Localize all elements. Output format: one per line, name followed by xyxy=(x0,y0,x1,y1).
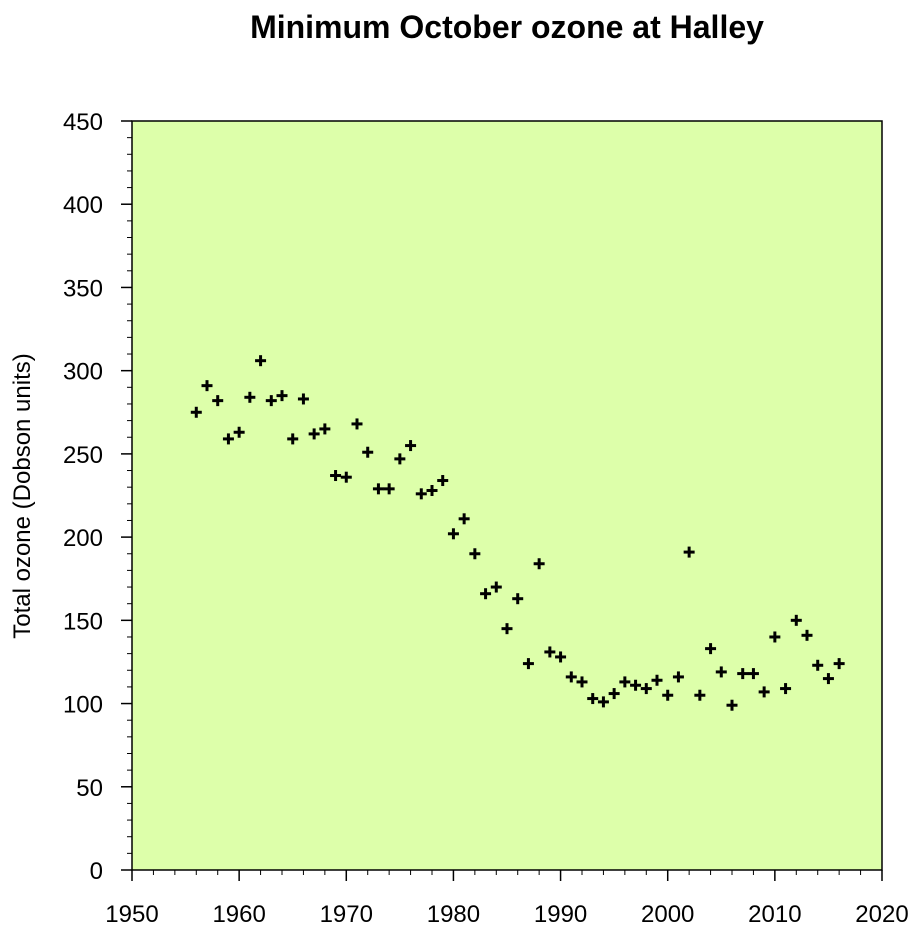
data-point xyxy=(565,671,577,683)
data-point xyxy=(715,666,727,678)
data-point xyxy=(555,651,567,663)
chart-title: Minimum October ozone at Halley xyxy=(250,9,764,45)
data-point xyxy=(705,643,717,655)
data-point xyxy=(233,426,245,438)
data-point xyxy=(458,513,470,525)
x-tick-label: 1970 xyxy=(320,901,373,928)
data-point xyxy=(244,391,256,403)
data-point xyxy=(190,406,202,418)
data-point xyxy=(737,668,749,680)
y-tick-label: 250 xyxy=(63,442,103,469)
data-point xyxy=(662,689,674,701)
axes: 0 50 100 150 200 250 300 350 400 450 1950 1960 1970 1… xyxy=(63,109,909,928)
data-points xyxy=(190,355,845,711)
data-point xyxy=(801,629,813,641)
data-point xyxy=(383,483,395,495)
data-point xyxy=(501,623,513,635)
data-point xyxy=(330,470,342,482)
y-tick-label: 150 xyxy=(63,608,103,635)
data-point xyxy=(544,646,556,658)
data-point xyxy=(747,668,759,680)
x-tick-label: 1980 xyxy=(427,901,480,928)
data-point xyxy=(533,558,545,570)
data-point xyxy=(394,453,406,465)
y-tick-label: 350 xyxy=(63,275,103,302)
x-tick-label: 2000 xyxy=(641,901,694,928)
data-point xyxy=(512,593,524,605)
y-tick-label: 200 xyxy=(63,525,103,552)
data-point xyxy=(608,688,620,700)
data-point xyxy=(683,546,695,558)
data-point xyxy=(812,659,824,671)
data-point xyxy=(522,658,534,670)
data-point xyxy=(694,689,706,701)
y-tick-label: 400 xyxy=(63,192,103,219)
y-axis-label: Total ozone (Dobson units) xyxy=(9,353,36,639)
data-point xyxy=(790,614,802,626)
data-point xyxy=(651,674,663,686)
data-point xyxy=(437,475,449,487)
data-point xyxy=(726,699,738,711)
data-point xyxy=(480,588,492,600)
x-tick-label: 2020 xyxy=(855,901,908,928)
data-point xyxy=(255,355,267,367)
x-tick-label: 1960 xyxy=(212,901,265,928)
data-point xyxy=(758,686,770,698)
data-point xyxy=(822,673,834,685)
x-tick-label: 1990 xyxy=(534,901,587,928)
data-point xyxy=(576,676,588,688)
y-tick-label: 100 xyxy=(63,692,103,719)
data-point xyxy=(469,548,481,560)
data-point xyxy=(222,433,234,445)
data-point xyxy=(362,446,374,458)
data-point xyxy=(490,581,502,593)
y-tick-label: 50 xyxy=(76,775,103,802)
data-point xyxy=(340,471,352,483)
data-point xyxy=(351,418,363,430)
data-point xyxy=(287,433,299,445)
data-point xyxy=(597,696,609,708)
data-point xyxy=(405,440,417,452)
y-tick-label: 450 xyxy=(63,109,103,136)
data-point xyxy=(630,679,642,691)
data-point xyxy=(319,423,331,435)
x-tick-label: 2010 xyxy=(748,901,801,928)
data-point xyxy=(587,693,599,705)
data-point xyxy=(297,393,309,405)
data-point xyxy=(308,428,320,440)
data-point xyxy=(619,676,631,688)
x-tick-label: 1950 xyxy=(105,901,158,928)
data-point xyxy=(780,683,792,695)
data-point xyxy=(265,395,277,407)
data-point xyxy=(640,683,652,695)
plot-area xyxy=(131,120,883,871)
data-point xyxy=(769,631,781,643)
data-point xyxy=(212,395,224,407)
data-point xyxy=(201,380,213,392)
y-tick-label: 0 xyxy=(90,858,103,885)
y-tick-label: 300 xyxy=(63,359,103,386)
data-point xyxy=(672,671,684,683)
data-point xyxy=(833,658,845,670)
data-point xyxy=(276,390,288,402)
data-point xyxy=(372,483,384,495)
data-point xyxy=(415,488,427,500)
data-point xyxy=(447,528,459,540)
data-point xyxy=(426,485,438,497)
